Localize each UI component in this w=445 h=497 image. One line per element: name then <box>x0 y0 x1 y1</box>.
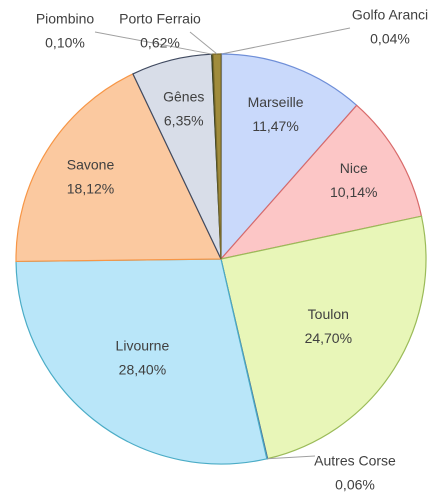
slice-name: Livourne <box>116 338 170 354</box>
slice-value: 24,70% <box>305 330 352 346</box>
slice-value: 18,12% <box>67 180 114 196</box>
slice-value: 11,47% <box>252 118 298 134</box>
slice-value: 10,14% <box>330 184 377 200</box>
pie-slice <box>220 53 358 261</box>
pie-slice <box>219 104 423 260</box>
slice-value: 0,62% <box>140 35 180 51</box>
slice-value: 6,35% <box>164 113 204 129</box>
slice-value: 0,06% <box>335 477 375 492</box>
leader-line <box>221 27 351 55</box>
slice-name: Autres Corse <box>314 453 396 469</box>
slice-name: Savone <box>67 156 115 172</box>
pie-slice <box>15 73 222 263</box>
slice-value: 0,04% <box>370 31 410 47</box>
slice-value: 28,40% <box>119 362 166 378</box>
slice-name: Gênes <box>163 89 204 105</box>
slice-name: Marseille <box>248 94 304 110</box>
slice-name: Porto Ferraio <box>119 11 201 27</box>
slice-name: Toulon <box>308 306 349 322</box>
leader-line <box>94 31 213 55</box>
leader-line <box>267 455 316 460</box>
pie-slice <box>15 258 268 465</box>
slice-name: Nice <box>340 160 368 176</box>
slice-name: Piombino <box>36 11 95 27</box>
leader-line <box>189 31 218 55</box>
slice-value: 0,10% <box>45 35 85 51</box>
pie-slice <box>220 215 427 460</box>
slice-name: Golfo Aranci <box>352 7 428 23</box>
